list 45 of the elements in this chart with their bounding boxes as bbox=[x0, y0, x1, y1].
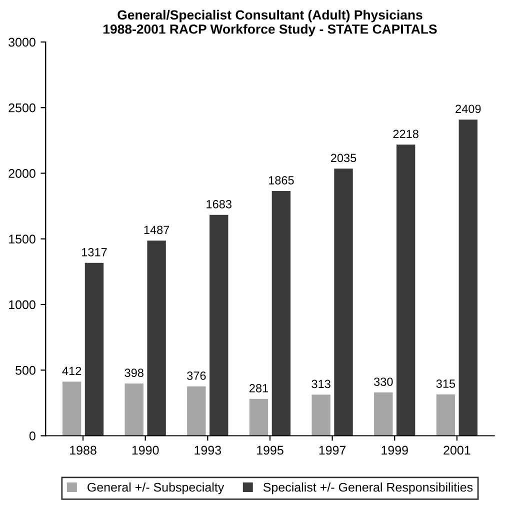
bar bbox=[436, 394, 456, 436]
y-tick-label: 3000 bbox=[8, 38, 36, 47]
data-label: 412 bbox=[62, 366, 82, 376]
bar bbox=[272, 190, 291, 436]
x-tick-label: 1990 bbox=[132, 446, 159, 455]
y-tick-label: 500 bbox=[16, 366, 36, 375]
data-label: 2035 bbox=[330, 154, 356, 162]
x-tick-label: 2001 bbox=[444, 446, 470, 455]
bar bbox=[210, 214, 228, 436]
y-tick-label: 2000 bbox=[8, 169, 36, 178]
data-label: 1683 bbox=[206, 200, 232, 208]
data-label: 313 bbox=[312, 380, 330, 388]
bar bbox=[396, 144, 416, 436]
x-tick-label: 1993 bbox=[194, 446, 222, 455]
x-tick-label: 1997 bbox=[319, 446, 346, 455]
legend-label: General +/- Subspecialty bbox=[88, 482, 224, 494]
data-label: 398 bbox=[124, 368, 144, 378]
bar bbox=[124, 384, 144, 436]
bar bbox=[147, 240, 166, 436]
x-tick-label: 1999 bbox=[382, 446, 408, 455]
bar bbox=[84, 262, 104, 436]
data-label: 1317 bbox=[82, 248, 107, 256]
bar bbox=[374, 392, 393, 436]
bar bbox=[187, 386, 206, 436]
data-label: 2409 bbox=[456, 104, 481, 114]
data-label: 281 bbox=[250, 384, 268, 392]
bar bbox=[312, 394, 330, 436]
bar bbox=[334, 168, 353, 436]
data-label: 315 bbox=[436, 380, 456, 388]
data-label: 1865 bbox=[268, 176, 294, 184]
data-label: 2218 bbox=[393, 130, 418, 138]
data-label: 376 bbox=[187, 372, 206, 380]
y-tick-label: 0 bbox=[29, 432, 36, 440]
bar bbox=[458, 120, 478, 436]
chart-title: General/Specialist Consultant (Adult) Physicians 1988-2001 RACP Workforce Study - STATE CAPITALS bbox=[104, 10, 437, 36]
y-tick-label: 2500 bbox=[8, 103, 36, 112]
data-label: 330 bbox=[374, 378, 393, 386]
bar bbox=[62, 382, 82, 436]
legend-label: Specialist +/- General Responsibilities bbox=[263, 482, 473, 494]
data-label: 1487 bbox=[144, 226, 170, 234]
x-tick-label: 1995 bbox=[257, 446, 284, 455]
y-tick-label: 1000 bbox=[9, 300, 36, 310]
bar bbox=[249, 398, 268, 436]
x-tick-label: 1988 bbox=[70, 446, 96, 455]
y-tick-label: 1500 bbox=[9, 234, 36, 244]
